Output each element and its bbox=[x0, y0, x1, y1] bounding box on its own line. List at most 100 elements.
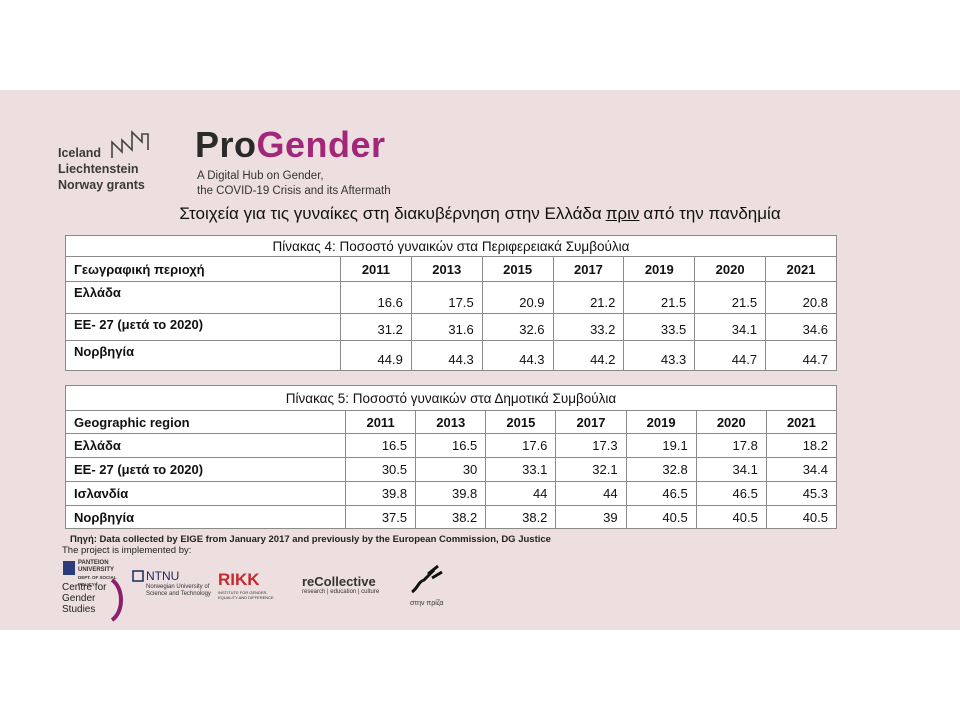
logo-line: Iceland bbox=[58, 146, 102, 160]
text: UNIVERSITY bbox=[78, 567, 115, 573]
value-cell: 33.1 bbox=[485, 457, 557, 482]
title-row: Πίνακας 4: Ποσοστό γυναικών στα Περιφερε… bbox=[65, 235, 837, 257]
data-row: Ισλανδία 39.8 39.8 44 44 46.5 46.5 45.3 bbox=[65, 481, 838, 506]
value-cell: 21.2 bbox=[552, 281, 625, 314]
value-cell: 33.5 bbox=[623, 313, 696, 341]
value-cell: 30.5 bbox=[344, 457, 417, 482]
value-cell: 34.1 bbox=[695, 457, 767, 482]
stin-priza: στην πρίζα bbox=[410, 600, 444, 607]
value-cell: 21.5 bbox=[623, 281, 696, 314]
text: Studies bbox=[62, 604, 96, 615]
tagline-line: the COVID-19 Crisis and its Aftermath bbox=[197, 185, 391, 197]
value-cell: 34.6 bbox=[765, 313, 837, 341]
panteion-icon bbox=[63, 561, 75, 575]
panteion-logo: PANTEION UNIVERSITY DEPT. OF SOCIAL POLI… bbox=[62, 560, 127, 622]
header-cell: Geographic region bbox=[65, 410, 346, 434]
value-cell: 20.8 bbox=[765, 281, 837, 314]
header-cell: 2015 bbox=[481, 256, 554, 282]
value-cell: 39.8 bbox=[344, 481, 417, 506]
value-cell: 17.6 bbox=[485, 433, 557, 458]
eea-grants-logo: Iceland Liechtenstein Norway grants bbox=[58, 145, 145, 193]
region-cell: Ισλανδία bbox=[65, 481, 346, 506]
value-cell: 21.5 bbox=[694, 281, 767, 314]
text: Gender bbox=[62, 593, 96, 604]
value-cell: 46.5 bbox=[695, 481, 767, 506]
text: EQUALITY AND DIFFERENCE bbox=[218, 595, 274, 600]
value-cell: 44.3 bbox=[481, 340, 554, 371]
value-cell: 40.5 bbox=[695, 505, 767, 529]
value-cell: 31.6 bbox=[410, 313, 483, 341]
heading-text: Στοιχεία για τις γυναίκες στη διακυβέρνη… bbox=[179, 204, 602, 223]
header-cell: 2021 bbox=[765, 410, 838, 434]
value-cell: 20.9 bbox=[481, 281, 554, 314]
value-cell: 17.8 bbox=[695, 433, 767, 458]
value-cell: 44.3 bbox=[410, 340, 483, 371]
value-cell: 44.7 bbox=[694, 340, 767, 371]
header-cell: 2017 bbox=[552, 256, 625, 282]
logo-line: Liechtenstein bbox=[58, 162, 139, 176]
header-cell: 2013 bbox=[410, 256, 483, 282]
header-cell: 2013 bbox=[415, 410, 487, 434]
header-cell: 2020 bbox=[694, 256, 767, 282]
header-cell: Γεωγραφική περιοχή bbox=[65, 256, 341, 282]
value-cell: 31.2 bbox=[340, 313, 412, 341]
brand-title: ProGender bbox=[195, 124, 386, 166]
header-cell: 2011 bbox=[344, 410, 417, 434]
header-cell: 2017 bbox=[555, 410, 627, 434]
brand-pro: Pro bbox=[195, 124, 257, 165]
value-cell: 39 bbox=[555, 505, 627, 529]
header-cell: 2019 bbox=[623, 256, 696, 282]
data-row: Νορβηγία 37.5 38.2 38.2 39 40.5 40.5 40.5 bbox=[65, 505, 838, 529]
data-row: Ελλάδα 16.6 17.5 20.9 21.2 21.5 21.5 20.8 bbox=[65, 281, 837, 314]
value-cell: 39.8 bbox=[415, 481, 487, 506]
value-cell: 43.3 bbox=[623, 340, 696, 371]
rikk-logo: RIKK INSTITUTE FOR GENDER, EQUALITY AND … bbox=[218, 570, 274, 600]
header-row: Γεωγραφική περιοχή 2011 2013 2015 2017 2019 20… bbox=[65, 256, 837, 282]
value-cell: 16.6 bbox=[340, 281, 412, 314]
value-cell: 37.5 bbox=[344, 505, 417, 529]
text: Norwegian University of bbox=[146, 584, 210, 590]
text: Centre for bbox=[62, 582, 107, 593]
recollective-logo: reCollective research | education | cult… bbox=[302, 574, 379, 596]
data-row: Νορβηγία 44.9 44.3 44.3 44.2 43.3 44.7 44.7 bbox=[65, 340, 837, 371]
data-row: ΕΕ- 27 (μετά το 2020) 30.5 30 33.1 32.1 32.8 3… bbox=[65, 457, 838, 482]
value-cell: 17.3 bbox=[555, 433, 627, 458]
source-note: Πηγή: Data collected by EIGE from Januar… bbox=[70, 534, 551, 545]
value-cell: 38.2 bbox=[485, 505, 557, 529]
header-cell: 2011 bbox=[340, 256, 412, 282]
centre-icon bbox=[110, 578, 123, 622]
value-cell: 18.2 bbox=[765, 433, 838, 458]
value-cell: 30 bbox=[415, 457, 487, 482]
header-cell: 2021 bbox=[765, 256, 837, 282]
ntnu-icon bbox=[132, 570, 144, 582]
value-cell: 16.5 bbox=[344, 433, 417, 458]
region-cell: Νορβηγία bbox=[65, 505, 346, 529]
rikk-sub: INSTITUTE FOR GENDER, EQUALITY AND DIFFE… bbox=[218, 590, 274, 600]
value-cell: 32.6 bbox=[481, 313, 554, 341]
value-cell: 44.7 bbox=[765, 340, 837, 371]
title-row: Πίνακας 5: Ποσοστό γυναικών στα Δημοτικά… bbox=[65, 385, 837, 411]
ntnu-sub: Norwegian University of Science and Tech… bbox=[146, 584, 211, 598]
value-cell: 33.2 bbox=[552, 313, 625, 341]
text: Science and Technology bbox=[146, 591, 211, 597]
region-cell: ΕΕ- 27 (μετά το 2020) bbox=[65, 313, 341, 341]
implemented-by: The project is implemented by: bbox=[62, 545, 192, 556]
data-row: Ελλάδα 16.5 16.5 17.6 17.3 19.1 17.8 18.2 bbox=[65, 433, 838, 458]
tagline-line: A Digital Hub on Gender, bbox=[197, 170, 324, 182]
header-cell: 2019 bbox=[625, 410, 697, 434]
rikk-name: RIKK bbox=[218, 570, 260, 589]
header-cell: 2020 bbox=[695, 410, 767, 434]
value-cell: 34.1 bbox=[694, 313, 767, 341]
brand-gender: Gender bbox=[256, 124, 386, 165]
value-cell: 44 bbox=[485, 481, 557, 506]
table-title: Πίνακας 4: Ποσοστό γυναικών στα Περιφερε… bbox=[65, 235, 837, 257]
centre-text: Centre for Gender Studies bbox=[62, 582, 106, 615]
logo-line: Norway grants bbox=[58, 178, 145, 192]
region-cell: Ελλάδα bbox=[65, 281, 341, 314]
heading: Στοιχεία για τις γυναίκες στη διακυβέρνη… bbox=[0, 204, 960, 224]
table: Πίνακας 5: Ποσοστό γυναικών στα Δημοτικά… bbox=[65, 385, 838, 529]
value-cell: 32.1 bbox=[555, 457, 627, 482]
value-cell: 38.2 bbox=[415, 505, 487, 529]
tagline: A Digital Hub on Gender, the COVID-19 Cr… bbox=[197, 169, 391, 199]
